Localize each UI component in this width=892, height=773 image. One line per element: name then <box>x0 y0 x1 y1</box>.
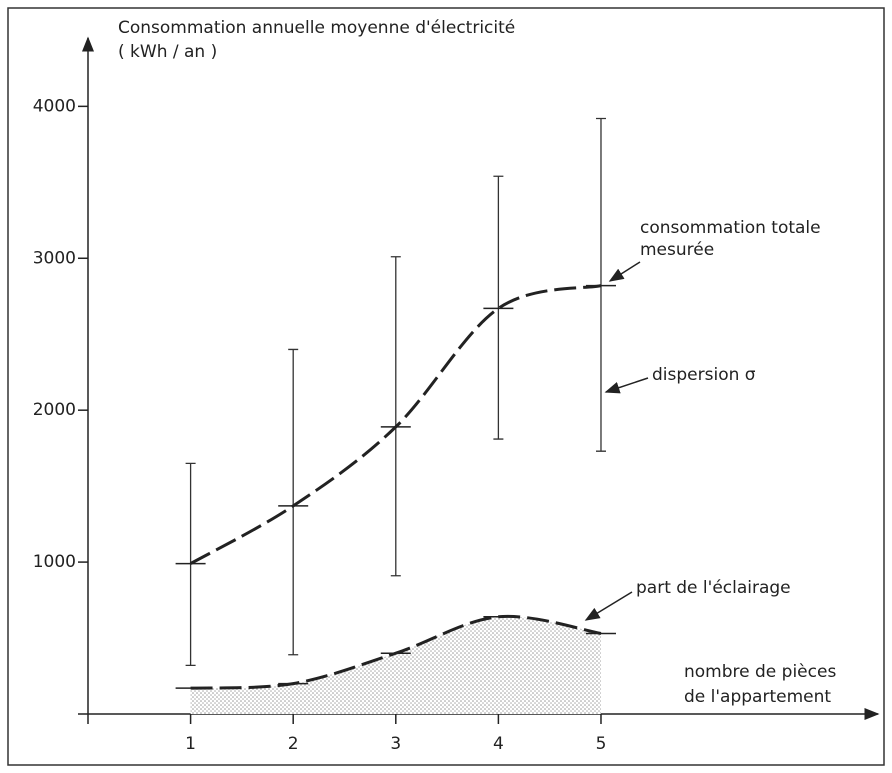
x-tick-label: 2 <box>288 734 299 754</box>
x-axis-label: nombre de pièces <box>684 662 836 682</box>
x-axis-label: de l'appartement <box>684 687 831 707</box>
y-axis-label: ( kWh / an ) <box>118 42 217 62</box>
x-tick-label: 1 <box>185 734 196 754</box>
y-tick-label: 1000 <box>33 552 76 572</box>
annotation: dispersion σ <box>652 365 756 385</box>
error-bar <box>288 348 299 656</box>
y-tick-label: 3000 <box>33 248 76 268</box>
annotation-arrow <box>608 261 641 282</box>
error-bar <box>390 256 401 577</box>
x-tick-label: 5 <box>596 734 607 754</box>
x-tick-label: 3 <box>390 734 401 754</box>
annotation-arrow <box>584 591 633 621</box>
error-bar <box>493 175 504 440</box>
y-axis-label: Consommation annuelle moyenne d'électric… <box>118 18 515 38</box>
annotation: part de l'éclairage <box>636 578 791 598</box>
y-tick-label: 2000 <box>33 400 76 420</box>
error-bar <box>185 462 196 667</box>
annotation-arrow <box>604 377 649 394</box>
annotation: mesurée <box>640 240 714 260</box>
frame <box>7 7 885 766</box>
annotation: consommation totale <box>640 218 821 238</box>
x-tick-label: 4 <box>493 734 504 754</box>
error-bar <box>595 117 606 452</box>
area <box>190 616 601 714</box>
y-tick-label: 4000 <box>33 96 76 116</box>
